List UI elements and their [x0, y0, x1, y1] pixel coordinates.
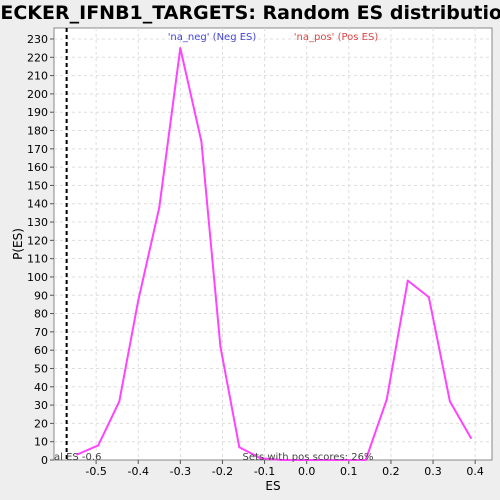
distribution-point	[219, 345, 222, 348]
distribution-point	[385, 398, 388, 401]
y-tick-label: 140	[27, 198, 48, 211]
legend-pos: 'na_pos' (Pos ES)	[294, 32, 379, 43]
y-tick-label: 40	[34, 381, 48, 394]
y-tick-label: 60	[34, 344, 48, 357]
distribution-point	[448, 400, 451, 403]
y-tick-label: 100	[27, 271, 48, 284]
axes: 0 10 20 30 40 50 60 70 80 90 100 110 120 130 140 150 160…	[27, 33, 484, 478]
x-tick-label: 0.0	[298, 465, 316, 478]
distribution-point	[97, 444, 100, 447]
y-tick-label: 180	[27, 125, 48, 138]
distribution-point	[427, 296, 430, 299]
x-tick-label: 0.2	[382, 465, 400, 478]
y-tick-label: 220	[27, 51, 48, 64]
y-tick-label: 110	[27, 253, 48, 266]
distribution-point	[238, 446, 241, 449]
distribution-point	[364, 459, 367, 461]
distribution-point	[76, 453, 79, 456]
x-tick-label: 0.4	[466, 465, 484, 478]
y-tick-label: 150	[27, 179, 48, 192]
y-tick-label: 170	[27, 143, 48, 156]
distribution-series-line	[76, 47, 472, 461]
y-tick-label: 30	[34, 399, 48, 412]
distribution-point	[179, 47, 182, 50]
distribution-point	[280, 459, 283, 461]
actual-es-annotation: al ES -0.6	[54, 452, 101, 463]
y-tick-label: 230	[27, 33, 48, 46]
x-tick-label: 0.1	[340, 465, 358, 478]
y-tick-label: 210	[27, 70, 48, 83]
x-tick-label: -0.1	[254, 465, 275, 478]
y-tick-label: 130	[27, 216, 48, 229]
distribution-point	[301, 459, 304, 461]
y-tick-label: 120	[27, 234, 48, 247]
y-tick-label: 160	[27, 161, 48, 174]
x-tick-label: -0.4	[127, 465, 148, 478]
x-tick-label: -0.2	[212, 465, 233, 478]
distribution-point	[137, 299, 140, 302]
plot-background	[53, 27, 493, 461]
y-tick-label: 70	[34, 326, 48, 339]
legend-neg: 'na_neg' (Neg ES)	[168, 32, 257, 43]
x-tick-label: -0.5	[85, 465, 106, 478]
y-tick-label: 50	[34, 362, 48, 375]
x-tick-label: 0.3	[424, 465, 442, 478]
distribution-point	[259, 457, 262, 460]
pos-scores-annotation: Sets with pos scores: 26%	[243, 452, 374, 463]
x-axis-label: ES	[265, 479, 280, 493]
distribution-point	[343, 459, 346, 461]
grid-lines	[54, 28, 492, 460]
distribution-point	[118, 400, 121, 403]
distribution-point	[322, 459, 325, 461]
y-tick-label: 90	[34, 289, 48, 302]
y-tick-label: 200	[27, 88, 48, 101]
distribution-point	[406, 279, 409, 282]
y-tick-label: 80	[34, 308, 48, 321]
y-tick-label: 20	[34, 417, 48, 430]
distribution-point	[469, 437, 472, 440]
y-tick-label: 190	[27, 106, 48, 119]
series-layer	[76, 47, 472, 461]
distribution-point	[200, 140, 203, 143]
y-tick-label: 10	[34, 436, 48, 449]
y-axis-label: P(ES)	[11, 228, 25, 260]
x-tick-label: -0.3	[170, 465, 191, 478]
y-tick-label: 0	[41, 454, 48, 467]
distribution-point	[158, 206, 161, 209]
chart-title: HECKER_IFNB1_TARGETS: Random ES distribu…	[0, 2, 500, 24]
